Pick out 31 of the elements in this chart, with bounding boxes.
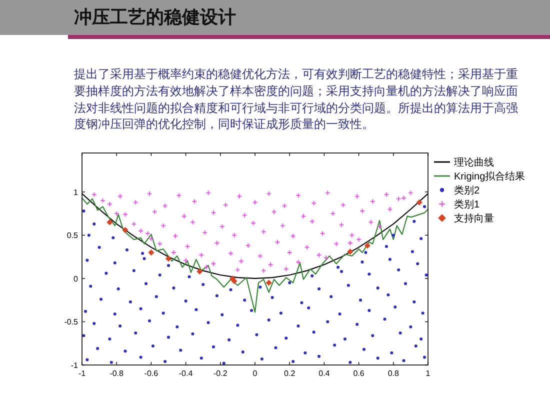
chart-subtitle: 提出了采用基于概率约束的稳健优化方法，可有效判断工艺的稳健特性；采用基于重要抽样度的方法有效地解决了样本密度的问题；采用支持向量机的方法解决了响应面法对非线性问题的拟合精度和可行域与非可行域的分类问题。所提出的算法用于高强度钢冲压回弹的优化控制，同时保证成形质量的一致性。	[74, 66, 519, 134]
y-tick-label: 0.5	[66, 231, 79, 240]
y-tick-label: -0.5	[64, 318, 79, 327]
point	[266, 280, 272, 286]
x-tick-label: 0.4	[318, 369, 330, 378]
legend-label: 类别1	[454, 198, 480, 210]
x-tick-label: 0	[252, 369, 258, 378]
legend-label: 类别2	[454, 184, 480, 196]
point	[106, 219, 113, 226]
x-tick-label: -0.4	[178, 369, 194, 378]
x-tick-label: 0.2	[284, 369, 296, 378]
x-tick-label: -0.2	[214, 369, 228, 378]
legend-label: 理论曲线	[454, 156, 494, 168]
x-tick-label: -0.6	[144, 369, 159, 378]
x-tick-label: 1	[426, 369, 431, 378]
point	[196, 268, 203, 275]
point	[347, 248, 354, 255]
x-tick-label: -0.8	[110, 369, 124, 378]
legend-label: 支持向量	[454, 212, 494, 224]
point	[122, 227, 128, 234]
y-tick-label: -1	[70, 361, 79, 370]
point	[416, 199, 422, 206]
legend-label: Kriging拟合结果	[454, 170, 526, 182]
x-tick-label: 0.6	[353, 369, 365, 378]
point	[166, 256, 172, 262]
point	[148, 250, 154, 256]
y-tick-label: 0	[74, 274, 79, 284]
chart-title: 冲压工艺的稳健设计	[74, 6, 236, 29]
point	[364, 242, 370, 249]
y-tick-label: 1	[74, 188, 79, 197]
x-tick-label: 0.8	[388, 369, 400, 378]
